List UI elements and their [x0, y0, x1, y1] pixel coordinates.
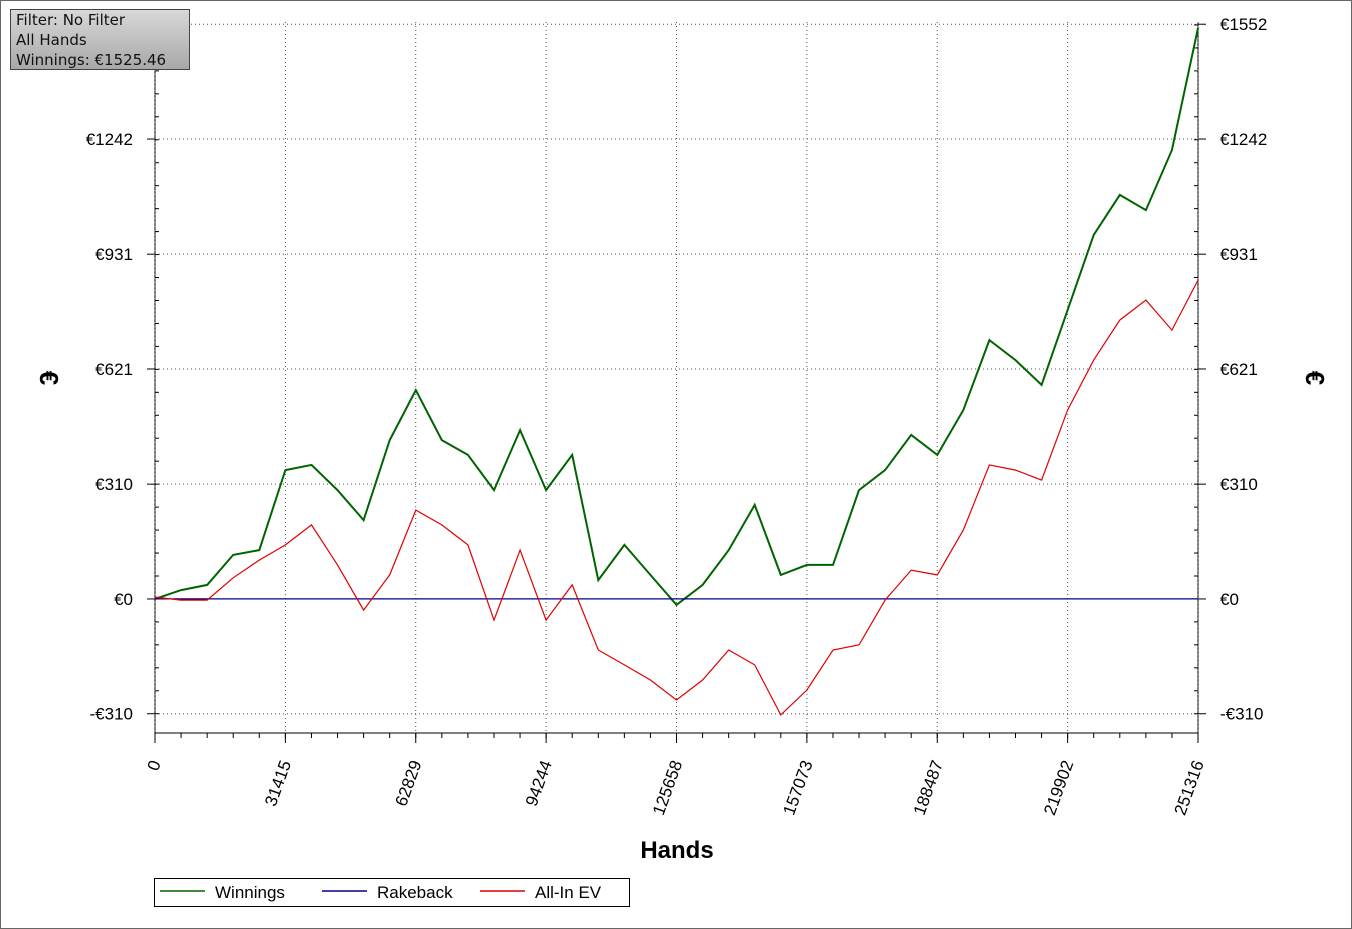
x-tick-label: 157073 [779, 758, 816, 818]
series-line [154, 27, 1199, 607]
x-tick-label: 31415 [261, 758, 295, 809]
y-axis-label: € [34, 371, 64, 385]
y2-tick-label: €931 [1220, 245, 1258, 264]
info-box: Filter: No Filter All Hands Winnings: €1… [10, 9, 190, 70]
x-tick-label: 62829 [391, 758, 425, 809]
y2-axis-label: € [1300, 371, 1330, 385]
legend-label: Winnings [215, 883, 285, 902]
series-line [154, 279, 1199, 716]
hands: All Hands [16, 31, 87, 49]
x-tick-label: 0 [144, 758, 165, 773]
x-tick-label: 219902 [1040, 758, 1077, 818]
y-tick-label: -€310 [90, 705, 133, 724]
legend-label: Rakeback [377, 883, 453, 902]
legend-label: All-In EV [535, 883, 602, 902]
y-tick-label: €1242 [86, 130, 133, 149]
x-tick-label: 94244 [522, 758, 556, 809]
y2-tick-label: -€310 [1220, 705, 1263, 724]
y-tick-label: €0 [114, 590, 133, 609]
y2-tick-label: €1242 [1220, 130, 1267, 149]
winnings: Winnings: €1525.46 [16, 51, 167, 69]
y-tick-label: €931 [95, 245, 133, 264]
x-tick-label: 125658 [649, 758, 686, 818]
legend [154, 878, 630, 907]
x-tick-label: 188487 [910, 758, 947, 818]
y2-tick-label: €1552 [1220, 15, 1267, 34]
y2-tick-label: €621 [1220, 360, 1258, 379]
y2-tick-label: €310 [1220, 475, 1258, 494]
y-tick-label: €310 [95, 475, 133, 494]
filter: Filter: No Filter [16, 11, 126, 29]
y-tick-label: €621 [95, 360, 133, 379]
y2-tick-label: €0 [1220, 590, 1239, 609]
x-tick-label: 251316 [1171, 758, 1208, 818]
x-axis-label: Hands [640, 837, 713, 864]
